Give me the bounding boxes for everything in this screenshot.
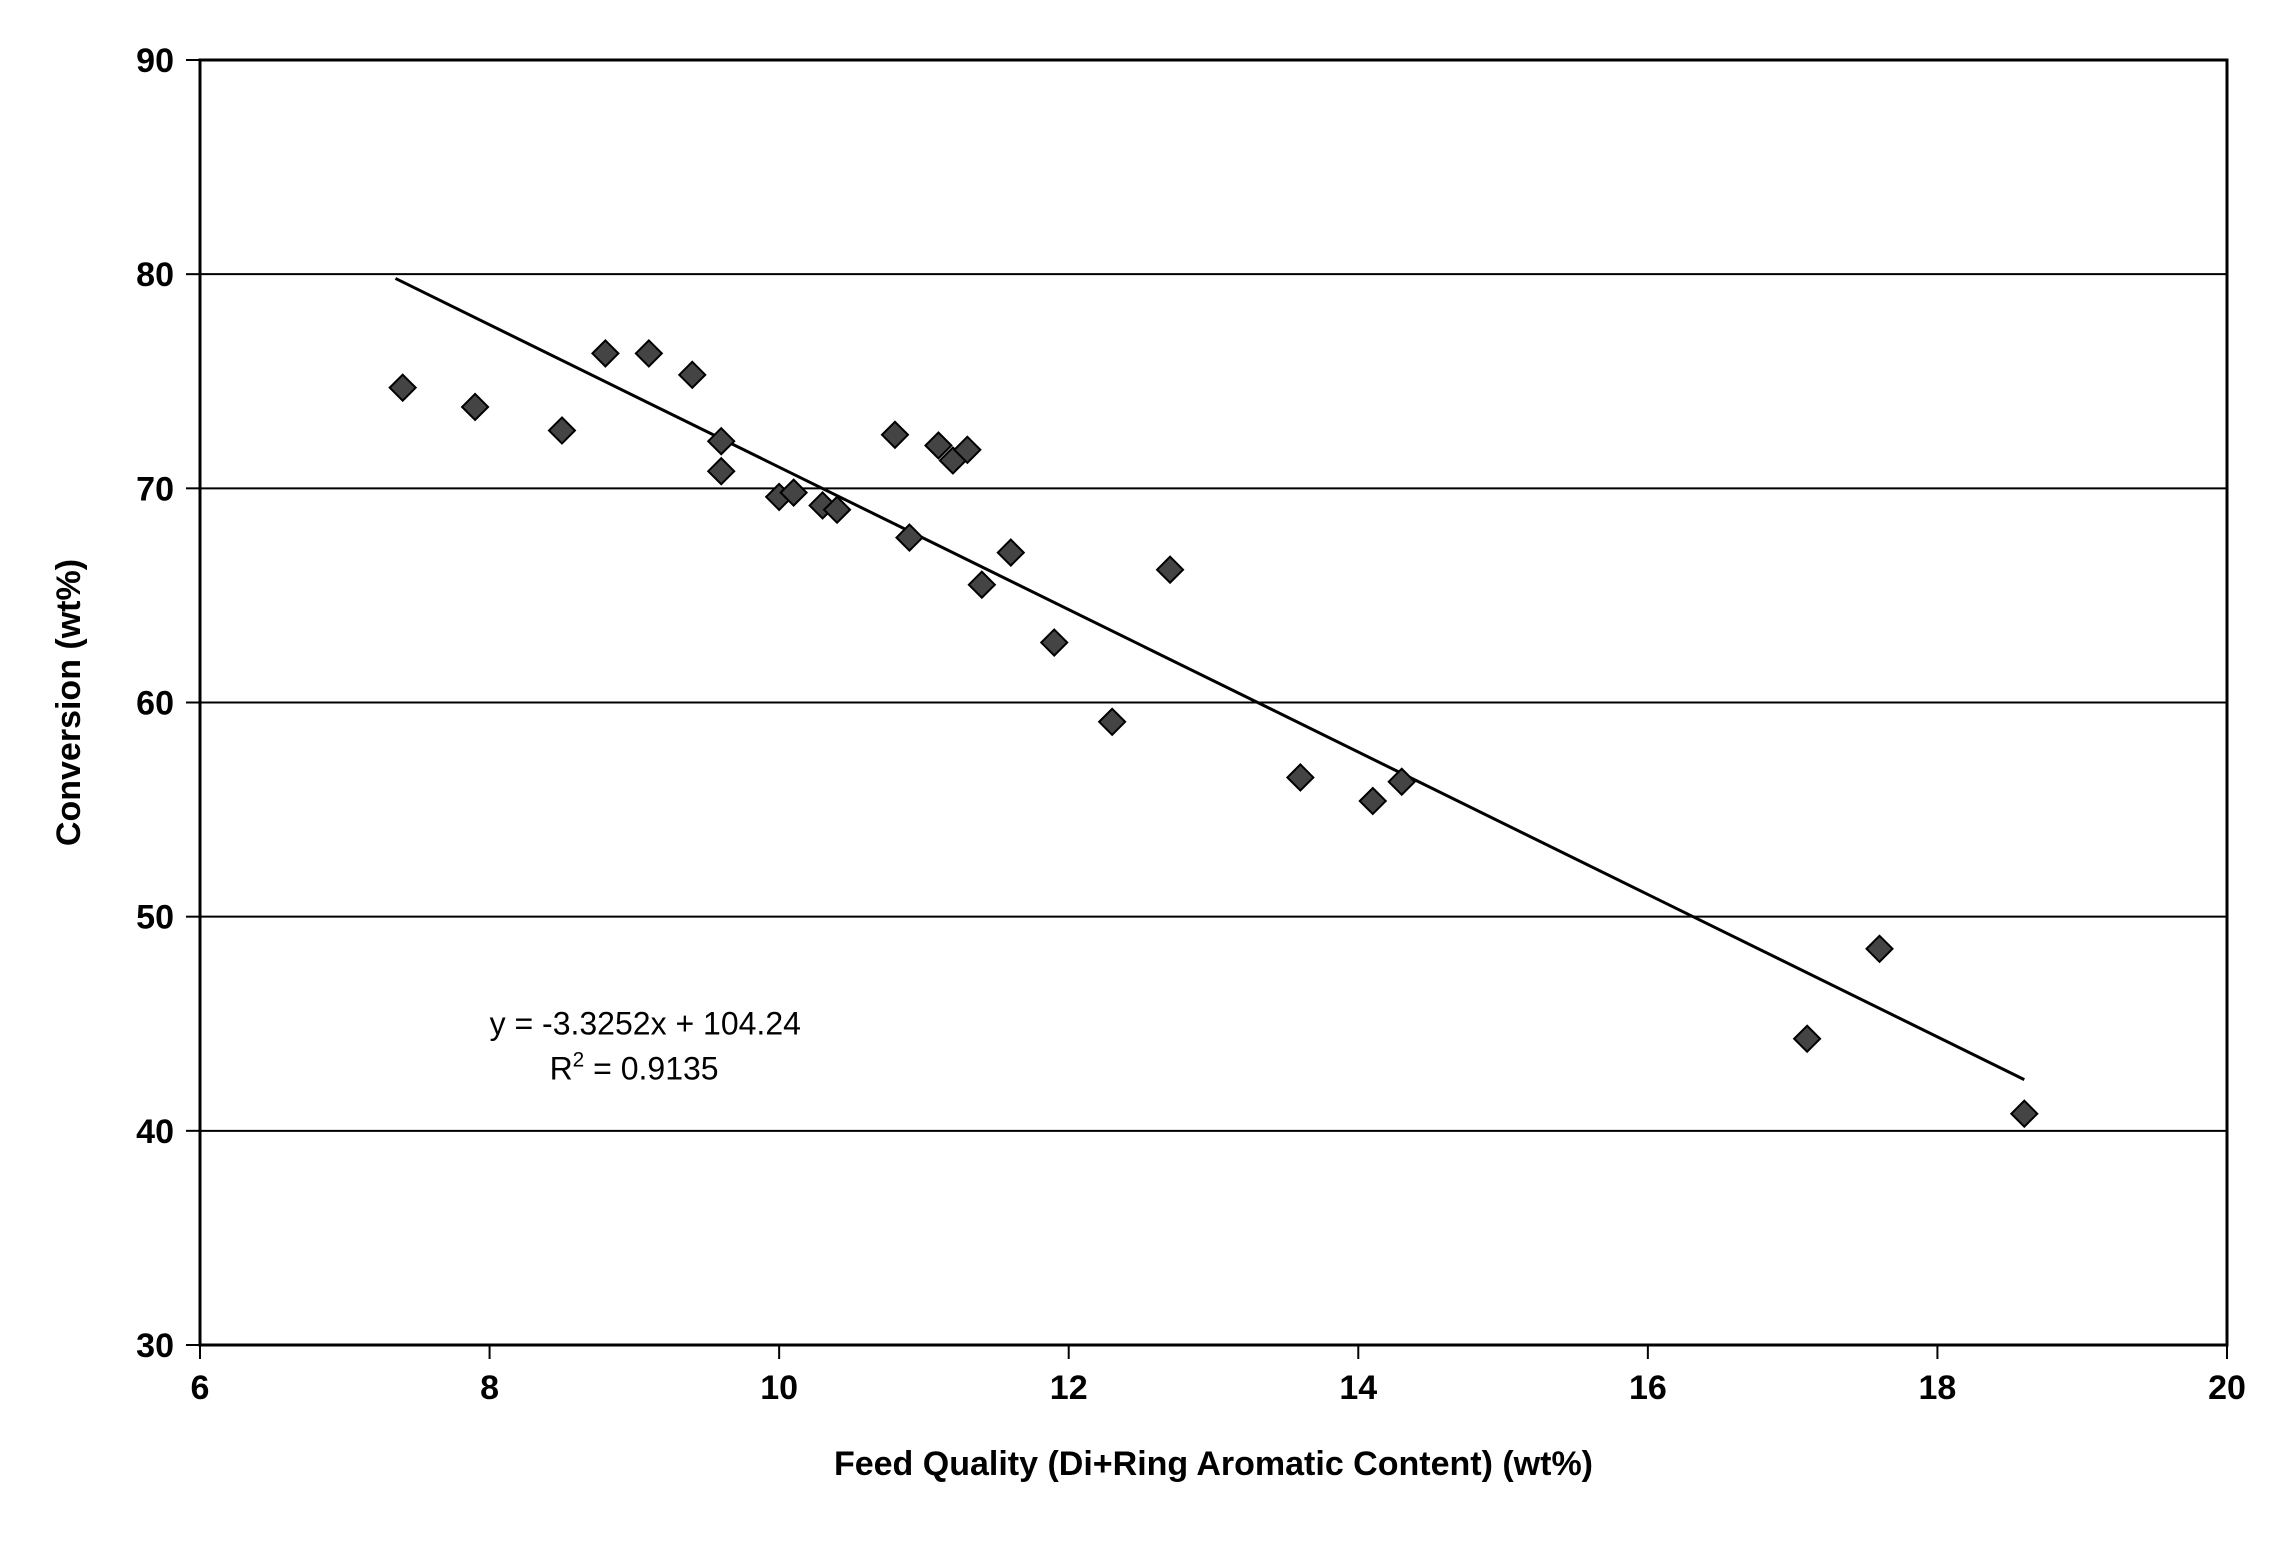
y-tick-label: 60 [136,685,174,723]
x-axis-label: Feed Quality (Di+Ring Aromatic Content) … [834,1445,1593,1483]
chart-container: 6 8 10 12 14 16 18 20 30 40 50 60 70 80 90 Feed Quality… [0,0,2287,1565]
y-tick-label: 90 [136,42,174,80]
y-axis-label: Conversion (wt%) [50,559,88,846]
trendline-equation: y = -3.3252x + 104.24 [490,1005,801,1041]
x-tick-label: 18 [1919,1369,1957,1407]
x-tick-label: 14 [1339,1369,1377,1407]
y-tick-label: 80 [136,256,174,294]
y-tick-label: 70 [136,470,174,508]
y-tick-label: 30 [136,1327,174,1365]
x-tick-label: 12 [1050,1369,1088,1407]
x-tick-label: 16 [1629,1369,1667,1407]
y-tick-label: 40 [136,1113,174,1151]
x-tick-label: 8 [480,1369,499,1407]
x-tick-label: 10 [760,1369,798,1407]
y-tick-label: 50 [136,899,174,937]
x-tick-label: 6 [191,1369,210,1407]
x-tick-label: 20 [2208,1369,2246,1407]
scatter-chart: 6 8 10 12 14 16 18 20 30 40 50 60 70 80 90 Feed Quality… [0,0,2287,1565]
